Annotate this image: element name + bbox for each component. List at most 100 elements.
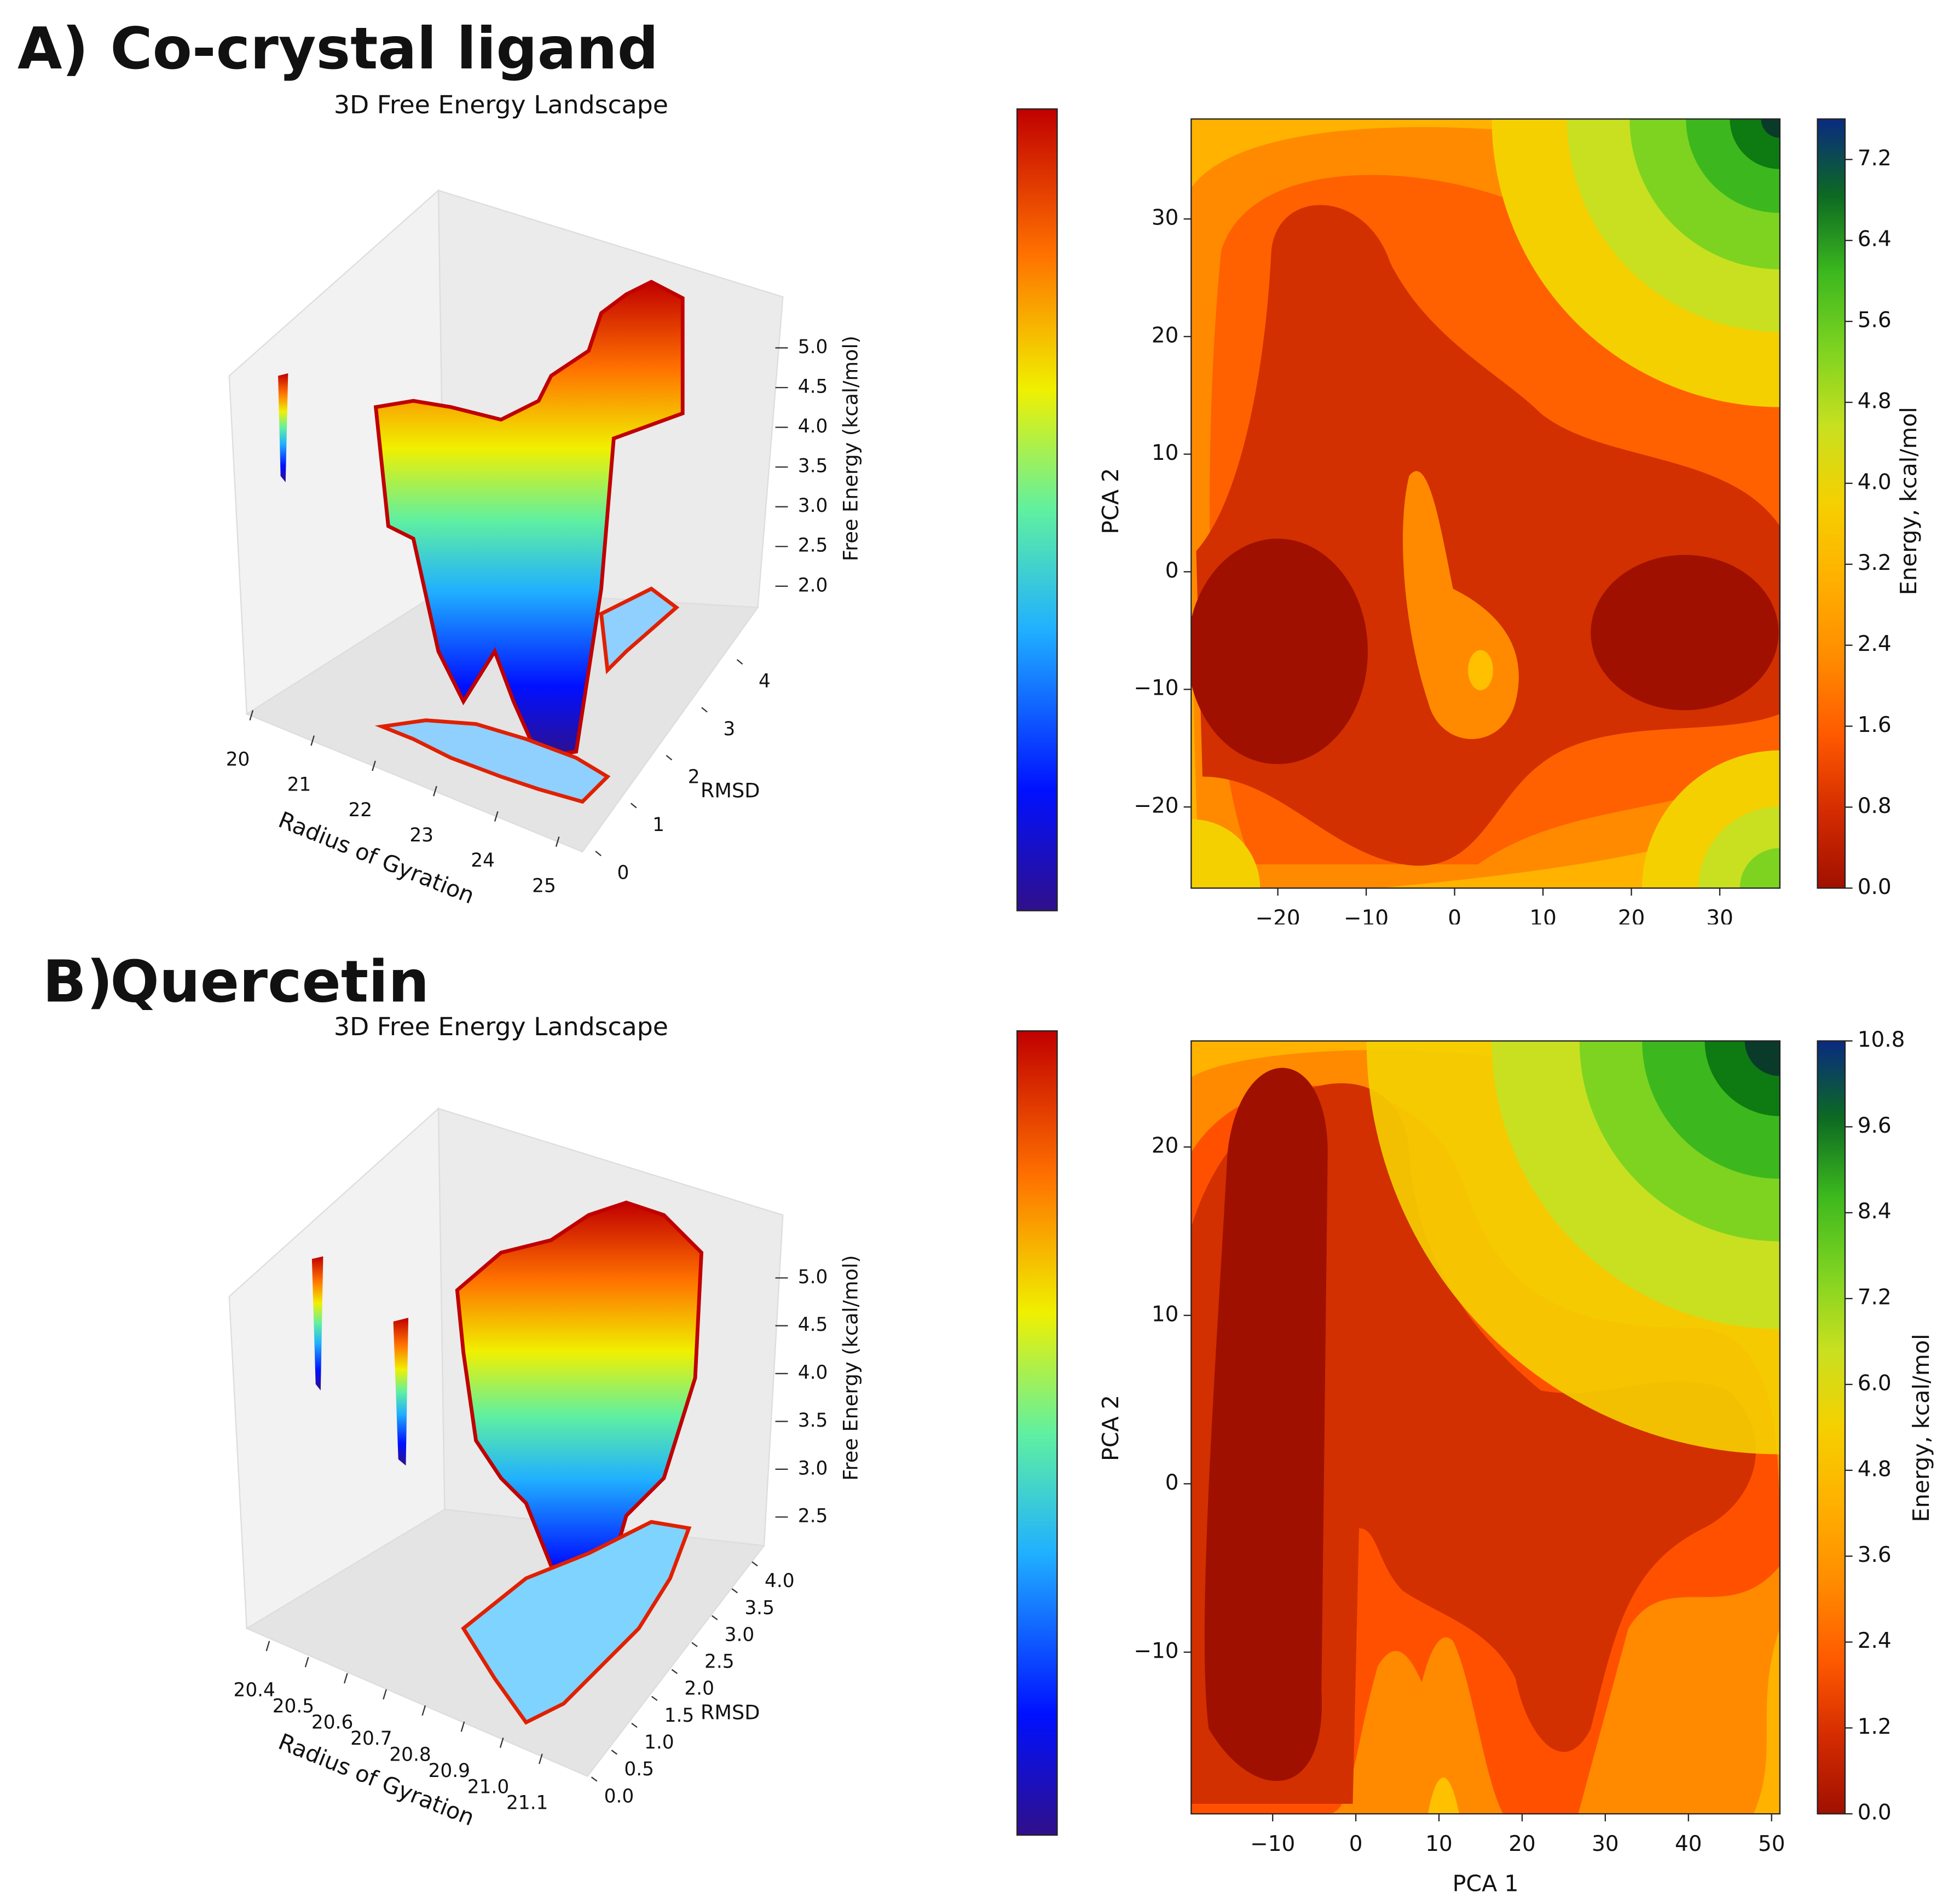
x-tick-label: 20 xyxy=(1618,906,1645,931)
tick-mark xyxy=(591,1776,598,1782)
tick-mark xyxy=(433,786,437,797)
tick-label: 20.6 xyxy=(311,1711,353,1733)
chart-title: 3D Free Energy Landscape xyxy=(334,1012,668,1041)
colorbar-tick-label: 1.2 xyxy=(1858,1715,1892,1739)
colorbar-label: Energy, kcal/mol xyxy=(1895,407,1922,595)
tick-label: 4.5 xyxy=(798,1314,828,1336)
tick-label: 2.5 xyxy=(798,535,828,557)
axis-label: PCA 2 xyxy=(1097,468,1124,534)
tick-label: 20.8 xyxy=(389,1744,431,1765)
tick-label: 20.9 xyxy=(429,1760,470,1782)
colorbar-tick-label: 0.0 xyxy=(1858,875,1892,899)
axis-label: PCA 1 xyxy=(1453,1871,1519,1897)
tick-label: 25 xyxy=(532,875,556,897)
tick-mark xyxy=(372,760,376,771)
tick-mark xyxy=(701,707,708,713)
x-tick-label: 10 xyxy=(1529,906,1557,931)
axis-label: Free Energy (kcal/mol) xyxy=(839,336,863,561)
panel-label: B) xyxy=(43,948,113,1016)
tick-label: 1.0 xyxy=(644,1732,674,1753)
tick-label: 2 xyxy=(688,766,700,788)
colorbar-tick-label: 10.8 xyxy=(1858,1028,1905,1052)
colorbar-tick-label: 4.8 xyxy=(1858,389,1892,413)
tick-label: 1.5 xyxy=(664,1705,695,1727)
x-tick-label: −10 xyxy=(1250,1832,1295,1856)
x-tick-label: 40 xyxy=(1675,1832,1702,1856)
colorbar-tick-label: 2.4 xyxy=(1858,632,1892,656)
tick-mark xyxy=(711,1615,718,1620)
axis-label: RMSD xyxy=(701,779,760,803)
tick-mark xyxy=(539,1753,543,1764)
tick-label: 3.5 xyxy=(744,1597,774,1619)
y-tick-label: −10 xyxy=(1134,1638,1178,1663)
y-tick-label: 10 xyxy=(1152,441,1179,465)
tick-mark xyxy=(499,1737,504,1748)
tick-label: 21.1 xyxy=(506,1792,548,1814)
y-tick-label: 20 xyxy=(1152,323,1179,348)
tick-mark xyxy=(671,1669,678,1674)
colorbar-tick-label: 1.6 xyxy=(1858,713,1892,737)
y-tick-label: −20 xyxy=(1134,794,1178,818)
x-tick-label: 20 xyxy=(1508,1832,1536,1856)
colorbar-tick-label: 0.8 xyxy=(1858,794,1892,818)
colorbar-tick-label: 7.2 xyxy=(1858,146,1892,171)
tick-mark xyxy=(249,710,254,721)
x-tick-label: 30 xyxy=(1706,906,1733,931)
y-tick-label: 20 xyxy=(1152,1134,1179,1158)
tick-label: 4.5 xyxy=(798,376,828,398)
tick-label: 23 xyxy=(409,824,433,846)
colorbar-tick-label: 2.4 xyxy=(1858,1629,1892,1653)
colorbar xyxy=(1817,118,1846,889)
tick-label: 20.5 xyxy=(273,1695,314,1717)
colorbar-tick-label: 9.6 xyxy=(1858,1113,1892,1138)
plot-frame xyxy=(1190,1040,1781,1815)
colorbar-tick-label: 6.4 xyxy=(1858,227,1892,252)
x-tick-label: 0 xyxy=(1448,906,1461,931)
tick-mark xyxy=(666,755,673,761)
tick-mark xyxy=(494,811,499,822)
tick-mark xyxy=(595,850,602,856)
x-tick-label: 30 xyxy=(1592,1832,1619,1856)
y-tick-label: 10 xyxy=(1152,1302,1179,1326)
contour-fill xyxy=(1191,1041,1780,1814)
tick-label: 2.0 xyxy=(684,1678,714,1700)
colorbar xyxy=(1016,1030,1058,1836)
tick-label: 5.0 xyxy=(798,1266,828,1288)
axis-label: Radius of Gyration xyxy=(275,806,478,909)
tick-mark xyxy=(731,1588,738,1594)
x-tick-label: −20 xyxy=(1256,906,1300,931)
tick-mark xyxy=(691,1642,698,1647)
colorbar-tick-label: 4.0 xyxy=(1858,470,1892,494)
tick-mark xyxy=(631,1723,638,1728)
tick-label: 4.0 xyxy=(765,1570,795,1592)
colorbar-tick-label: 7.2 xyxy=(1858,1285,1892,1310)
tick-label: 2.5 xyxy=(798,1505,828,1527)
tick-label: 4 xyxy=(759,671,771,693)
clip-group: −20 −10 0 10 20 30 xyxy=(1256,906,1733,931)
colorbar-tick-label: 4.8 xyxy=(1858,1457,1892,1481)
tick-label: 3.5 xyxy=(798,1410,828,1432)
tick-label: 20 xyxy=(226,748,250,770)
tick-mark xyxy=(630,803,637,809)
x-tick-label: 50 xyxy=(1758,1832,1785,1856)
tick-label: 21.0 xyxy=(467,1776,509,1798)
colorbar-tick-label: 8.4 xyxy=(1858,1199,1892,1224)
tick-label: 1 xyxy=(652,814,664,836)
tick-label: 2.0 xyxy=(798,574,828,596)
tick-mark xyxy=(304,1657,309,1668)
tick-mark xyxy=(460,1721,465,1732)
surface xyxy=(278,279,704,1725)
tick-label: 20.7 xyxy=(350,1728,392,1750)
tick-label: 24 xyxy=(471,850,495,872)
tick-mark xyxy=(343,1673,348,1684)
colorbar-tick-label: 0.0 xyxy=(1858,1801,1892,1825)
x-tick-label: 10 xyxy=(1425,1832,1453,1856)
tick-mark xyxy=(265,1641,270,1652)
colorbar-label: Energy, kcal/mol xyxy=(1908,1334,1934,1522)
tick-mark xyxy=(651,1695,658,1701)
tick-mark xyxy=(555,836,560,847)
tick-label: 0.0 xyxy=(604,1785,634,1807)
tick-label: 3.0 xyxy=(725,1624,755,1646)
